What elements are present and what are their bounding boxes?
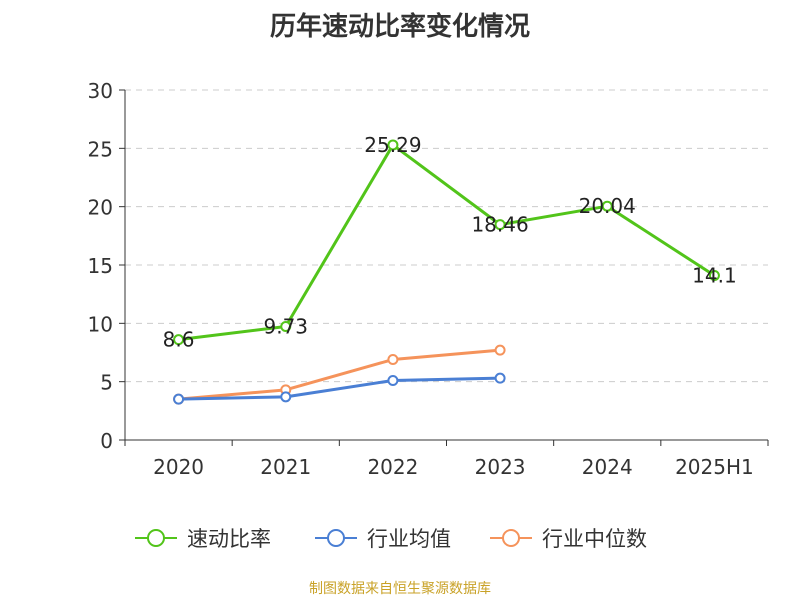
x-tick-label: 2020 [153, 455, 204, 479]
x-tick-label: 2025H1 [675, 455, 754, 479]
x-tick-label: 2022 [367, 455, 418, 479]
legend-item-1[interactable]: 行业均值 [315, 527, 451, 551]
data-point [387, 354, 399, 365]
series-line-2 [178, 348, 501, 401]
legend-item-0[interactable]: 速动比率 [135, 527, 271, 551]
data-point [708, 270, 720, 281]
data-point [601, 200, 613, 212]
data-label: 9.73 [263, 314, 308, 338]
data-point [494, 219, 506, 231]
data-label: 25.29 [364, 133, 421, 157]
data-point [387, 375, 399, 386]
legend-label: 速动比率 [187, 527, 271, 551]
data-point [173, 393, 185, 405]
chart-title: 历年速动比率变化情况 [269, 12, 530, 42]
y-tick-label: 25 [88, 137, 113, 161]
x-tick-label: 2024 [582, 455, 633, 479]
x-tick-label: 2021 [260, 455, 311, 479]
legend-swatch-marker [327, 529, 345, 547]
data-point [173, 334, 185, 346]
y-tick-label: 0 [100, 429, 113, 453]
source-note: 制图数据来自恒生聚源数据库 [309, 581, 491, 597]
legend-swatch-marker [502, 529, 520, 547]
y-tick-label: 15 [88, 254, 113, 278]
y-tick-label: 10 [88, 312, 113, 336]
data-point [280, 391, 292, 403]
data-label: 8.6 [163, 328, 195, 352]
y-tick-label: 5 [100, 371, 113, 395]
data-label: 20.04 [579, 194, 636, 218]
data-label: 18.46 [471, 213, 528, 237]
data-point [280, 320, 292, 332]
legend-item-2[interactable]: 行业中位数 [490, 527, 647, 551]
y-tick-label: 30 [88, 79, 113, 103]
legend-label: 行业均值 [367, 527, 451, 551]
legend-swatch-marker [147, 529, 165, 547]
data-point [494, 372, 506, 384]
data-label: 14.1 [692, 264, 737, 288]
x-tick-label: 2023 [475, 455, 526, 479]
data-point [494, 344, 506, 356]
data-point [387, 139, 399, 151]
series-line-0 [178, 143, 716, 342]
series-line-1 [178, 376, 501, 401]
legend-label: 行业中位数 [542, 527, 647, 551]
y-tick-label: 20 [88, 196, 113, 220]
